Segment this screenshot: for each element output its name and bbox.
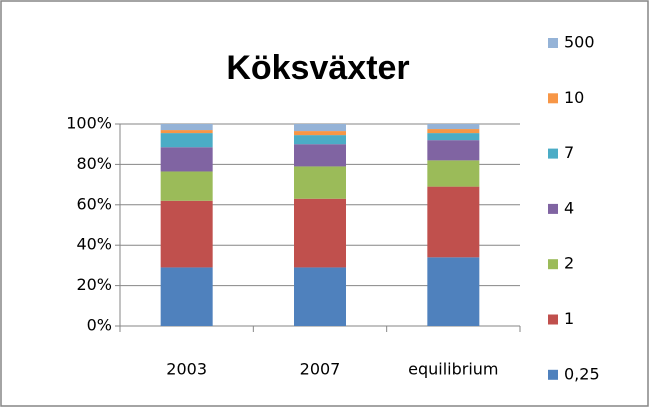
legend-label: 1: [564, 309, 574, 328]
y-tick-label: 100%: [66, 114, 112, 133]
y-tick-label: 60%: [76, 194, 112, 213]
bar-segment: [427, 129, 480, 134]
x-tick-label: 2007: [300, 360, 341, 379]
legend-label: 4: [564, 198, 574, 217]
legend-label: 2: [564, 254, 574, 273]
legend-swatch: [548, 369, 558, 380]
bar-segment: [294, 131, 346, 136]
chart-title: Köksväxter: [226, 49, 409, 87]
bar-segment: [294, 198, 346, 268]
legend-label: 0,25: [564, 364, 600, 383]
legend-swatch: [548, 93, 558, 104]
y-tick-label: 40%: [76, 235, 112, 254]
bar-segment: [160, 130, 213, 134]
bar-segment: [294, 267, 346, 326]
legend-swatch: [548, 203, 558, 214]
y-tick-label: 80%: [76, 154, 112, 173]
bar-segment: [294, 124, 346, 132]
bar-segment: [427, 124, 480, 130]
bar-segment: [294, 166, 346, 199]
legend-swatch: [548, 148, 558, 159]
bar-segment: [427, 257, 480, 326]
y-tick-label: 20%: [76, 275, 112, 294]
bar-segment: [160, 147, 213, 172]
y-tick-label: 0%: [87, 316, 112, 335]
bar-segment: [160, 171, 213, 201]
x-tick-label: 2003: [166, 360, 207, 379]
bar-segment: [160, 267, 213, 326]
legend-swatch: [548, 38, 558, 48]
legend-label: 7: [564, 143, 574, 162]
bar-segment: [294, 135, 346, 145]
bar-segment: [427, 186, 480, 258]
bar-segment: [427, 140, 480, 161]
x-tick-label: equilibrium: [408, 360, 498, 379]
bar-segment: [160, 200, 213, 268]
bar-segment: [160, 133, 213, 148]
bar-segment: [427, 133, 480, 141]
legend-label: 500: [564, 33, 595, 52]
bar-segment: [427, 160, 480, 187]
legend-label: 10: [564, 88, 584, 107]
legend-swatch: [548, 314, 558, 325]
bar-segment: [294, 144, 346, 167]
bar-segment: [160, 124, 213, 131]
legend-swatch: [548, 259, 558, 270]
